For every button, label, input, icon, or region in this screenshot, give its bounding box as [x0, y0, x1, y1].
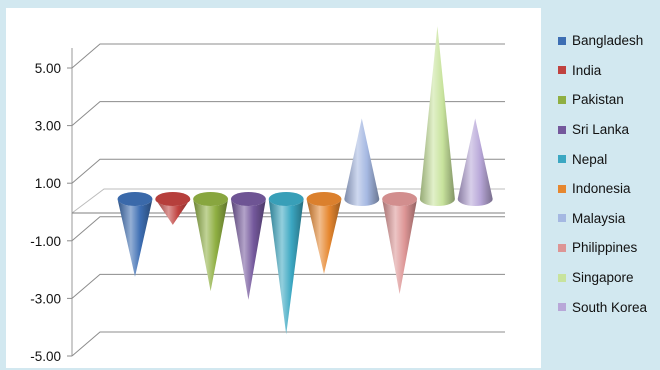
cone-body: [344, 118, 380, 207]
cone-nepal: [268, 192, 304, 335]
legend-swatch: [558, 184, 566, 193]
y-tick-label: -3.00: [30, 291, 61, 306]
y-tick-label: -1.00: [30, 234, 61, 249]
gridline: [71, 43, 505, 69]
legend-swatch: [558, 125, 566, 134]
legend-swatch: [558, 243, 566, 252]
legend-item: Singapore: [558, 263, 660, 293]
cone-base: [382, 192, 418, 206]
cone-singapore: [419, 26, 455, 207]
cone-body: [419, 26, 455, 207]
gridline: [71, 273, 505, 299]
legend-swatch: [558, 66, 566, 75]
cone-body: [193, 199, 229, 292]
legend-label: Malaysia: [572, 210, 626, 226]
legend-item: India: [558, 56, 660, 86]
cone-body: [457, 118, 493, 207]
legend-item: Pakistan: [558, 85, 660, 115]
legend-item: Indonesia: [558, 174, 660, 204]
legend-item: South Korea: [558, 292, 660, 322]
legend-item: Malaysia: [558, 204, 660, 234]
cone-body: [306, 199, 342, 274]
y-tick-label: 5.00: [35, 61, 61, 76]
legend-swatch: [558, 36, 566, 45]
y-tick-label: -5.00: [30, 349, 61, 364]
chart-legend: Bangladesh India Pakistan Sri Lanka Nepal Ind…: [558, 26, 660, 322]
cone-philippines: [382, 192, 418, 295]
legend-item: Philippines: [558, 233, 660, 263]
cone-base: [155, 192, 191, 206]
legend-label: Nepal: [572, 151, 608, 167]
legend-swatch: [558, 303, 566, 312]
chart-canvas: 5.00 3.00 1.00 -1.00 -3.00 -5.00: [30, 26, 505, 364]
cone-body: [382, 199, 418, 295]
cone-base: [230, 192, 266, 206]
legend-swatch: [558, 155, 566, 164]
y-tick-label: 3.00: [35, 119, 61, 134]
cone-base: [268, 192, 304, 206]
cone-base: [117, 192, 153, 206]
legend-swatch: [558, 273, 566, 282]
cone-sri-lanka: [230, 192, 266, 300]
cone-south-korea: [457, 118, 493, 207]
legend-label: Singapore: [572, 270, 634, 286]
y-tick-label: 1.00: [35, 176, 61, 191]
gridline: [71, 331, 505, 357]
cone-base: [193, 192, 229, 206]
legend-label: Indonesia: [572, 181, 631, 197]
legend-item: Sri Lanka: [558, 115, 660, 145]
cone-indonesia: [306, 192, 342, 274]
legend-swatch: [558, 214, 566, 223]
legend-label: India: [572, 62, 602, 78]
legend-label: South Korea: [572, 299, 648, 315]
cone-body: [155, 199, 191, 225]
cone-body: [268, 199, 304, 335]
legend-label: Sri Lanka: [572, 122, 630, 138]
cone-body: [117, 199, 153, 277]
gridline: [71, 216, 505, 242]
legend-item: Bangladesh: [558, 26, 660, 56]
legend-item: Nepal: [558, 144, 660, 174]
legend-swatch: [558, 95, 566, 104]
legend-label: Pakistan: [572, 92, 624, 108]
cone-pakistan: [193, 192, 229, 292]
legend-label: Bangladesh: [572, 33, 644, 49]
cone-body: [230, 199, 266, 300]
legend-label: Philippines: [572, 240, 638, 256]
cone-base: [306, 192, 342, 206]
cone-india: [155, 192, 191, 225]
cone-malaysia: [344, 118, 380, 207]
gridline: [71, 101, 505, 126]
cone-bangladesh: [117, 192, 153, 277]
